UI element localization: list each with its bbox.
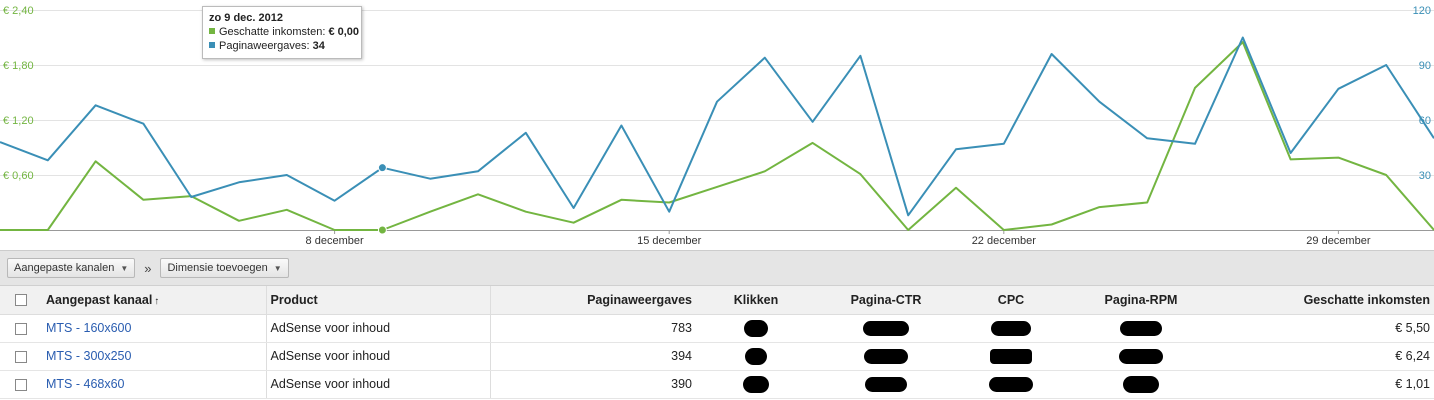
report-table: Aangepast kanaal ↑ Product Paginaweergave…	[0, 286, 1434, 399]
redacted-rpm	[1066, 370, 1216, 399]
pageviews-cell: 390	[489, 370, 696, 399]
left-tick-label: € 2,40	[3, 5, 34, 17]
chart-grid	[0, 10, 1434, 231]
row-checkbox[interactable]	[15, 350, 27, 363]
left-tick-label: € 1,20	[3, 115, 34, 127]
row-select-cell	[0, 342, 42, 371]
left-tick-label: € 0,60	[3, 170, 34, 182]
product-cell: AdSense voor inhoud	[265, 314, 490, 343]
series-line	[0, 36, 1434, 217]
header-clicks[interactable]: Klikken	[696, 286, 816, 315]
right-tick-label: 30	[1419, 170, 1431, 182]
redacted-cpc	[956, 314, 1066, 343]
header-ctr[interactable]: Pagina-CTR	[816, 286, 956, 315]
header-pageviews[interactable]: Paginaweergaves	[489, 286, 696, 315]
caret-down-icon: ▼	[273, 263, 282, 273]
channel-cell: MTS - 300x250	[42, 342, 266, 371]
table-header-row: Aangepast kanaal ↑ Product Paginaweergave…	[0, 286, 1434, 315]
product-cell: AdSense voor inhoud	[265, 342, 490, 371]
header-channel[interactable]: Aangepast kanaal ↑	[42, 286, 266, 315]
tooltip-row-earnings: Geschatte inkomsten: € 0,00	[209, 25, 359, 39]
hover-markers	[377, 163, 387, 235]
pageviews-cell: 783	[489, 314, 696, 343]
add-dimension-dropdown[interactable]: Dimensie toevoegen ▼	[160, 258, 289, 278]
report-toolbar: Aangepaste kanalen ▼ » Dimensie toevoege…	[0, 250, 1434, 286]
x-tick-label: 22 december	[972, 235, 1037, 247]
x-axis-labels: 8 december 15 december 22 december 29 decem…	[306, 230, 1371, 247]
table-row: MTS - 468x60 AdSense voor inhoud 390 € 1…	[0, 370, 1434, 399]
earnings-cell: € 6,24	[1216, 342, 1434, 371]
hover-point	[377, 225, 387, 235]
product-cell: AdSense voor inhoud	[265, 370, 490, 399]
x-tick-label: 29 december	[1306, 235, 1371, 247]
x-tick-label: 15 december	[637, 235, 702, 247]
table-row: MTS - 160x600 AdSense voor inhoud 783 € …	[0, 314, 1434, 343]
chart-series	[0, 36, 1434, 231]
select-all-checkbox[interactable]	[15, 294, 27, 307]
table-row: MTS - 300x250 AdSense voor inhoud 394 € …	[0, 342, 1434, 371]
redacted-clicks	[696, 342, 816, 371]
redacted-rpm	[1066, 314, 1216, 343]
x-tick-label: 8 december	[306, 235, 364, 247]
row-checkbox[interactable]	[15, 322, 27, 335]
chart-tooltip: zo 9 dec. 2012 Geschatte inkomsten: € 0,…	[202, 6, 362, 59]
row-select-cell	[0, 314, 42, 343]
redacted-clicks	[696, 370, 816, 399]
redacted-cpc	[956, 342, 1066, 371]
pageviews-cell: 394	[489, 342, 696, 371]
header-cpc[interactable]: CPC	[956, 286, 1066, 315]
right-tick-label: 90	[1419, 60, 1431, 72]
channel-link[interactable]: MTS - 160x600	[46, 321, 132, 335]
redacted-rpm	[1066, 342, 1216, 371]
redacted-cpc	[956, 370, 1066, 399]
redacted-clicks	[696, 314, 816, 343]
caret-down-icon: ▼	[120, 263, 129, 273]
channel-link[interactable]: MTS - 468x60	[46, 377, 125, 391]
left-tick-label: € 1,80	[3, 60, 34, 72]
sort-up-icon: ↑	[154, 295, 160, 307]
redacted-ctr	[816, 370, 956, 399]
series-line	[0, 41, 1434, 231]
tooltip-row-pageviews: Paginaweergaves: 34	[209, 39, 355, 53]
hover-point	[377, 163, 387, 173]
green-swatch-icon	[209, 28, 215, 34]
tooltip-date: zo 9 dec. 2012	[209, 12, 283, 24]
channel-link[interactable]: MTS - 300x250	[46, 349, 132, 363]
header-rpm[interactable]: Pagina-RPM	[1066, 286, 1216, 315]
row-select-cell	[0, 370, 42, 399]
custom-channels-dropdown[interactable]: Aangepaste kanalen ▼	[7, 258, 136, 278]
header-product[interactable]: Product	[265, 286, 490, 315]
blue-swatch-icon	[209, 42, 215, 48]
redacted-ctr	[816, 342, 956, 371]
row-checkbox[interactable]	[15, 378, 27, 391]
channel-cell: MTS - 468x60	[42, 370, 266, 399]
right-tick-label: 120	[1413, 5, 1431, 17]
breadcrumb-separator: »	[144, 260, 152, 276]
redacted-ctr	[816, 314, 956, 343]
earnings-cell: € 1,01	[1216, 370, 1434, 399]
left-axis-ticks: € 2,40 € 1,80 € 1,20 € 0,60	[3, 5, 34, 182]
select-all-cell	[0, 286, 42, 315]
header-earnings[interactable]: Geschatte inkomsten	[1216, 286, 1434, 315]
earnings-cell: € 5,50	[1216, 314, 1434, 343]
channel-cell: MTS - 160x600	[42, 314, 266, 343]
